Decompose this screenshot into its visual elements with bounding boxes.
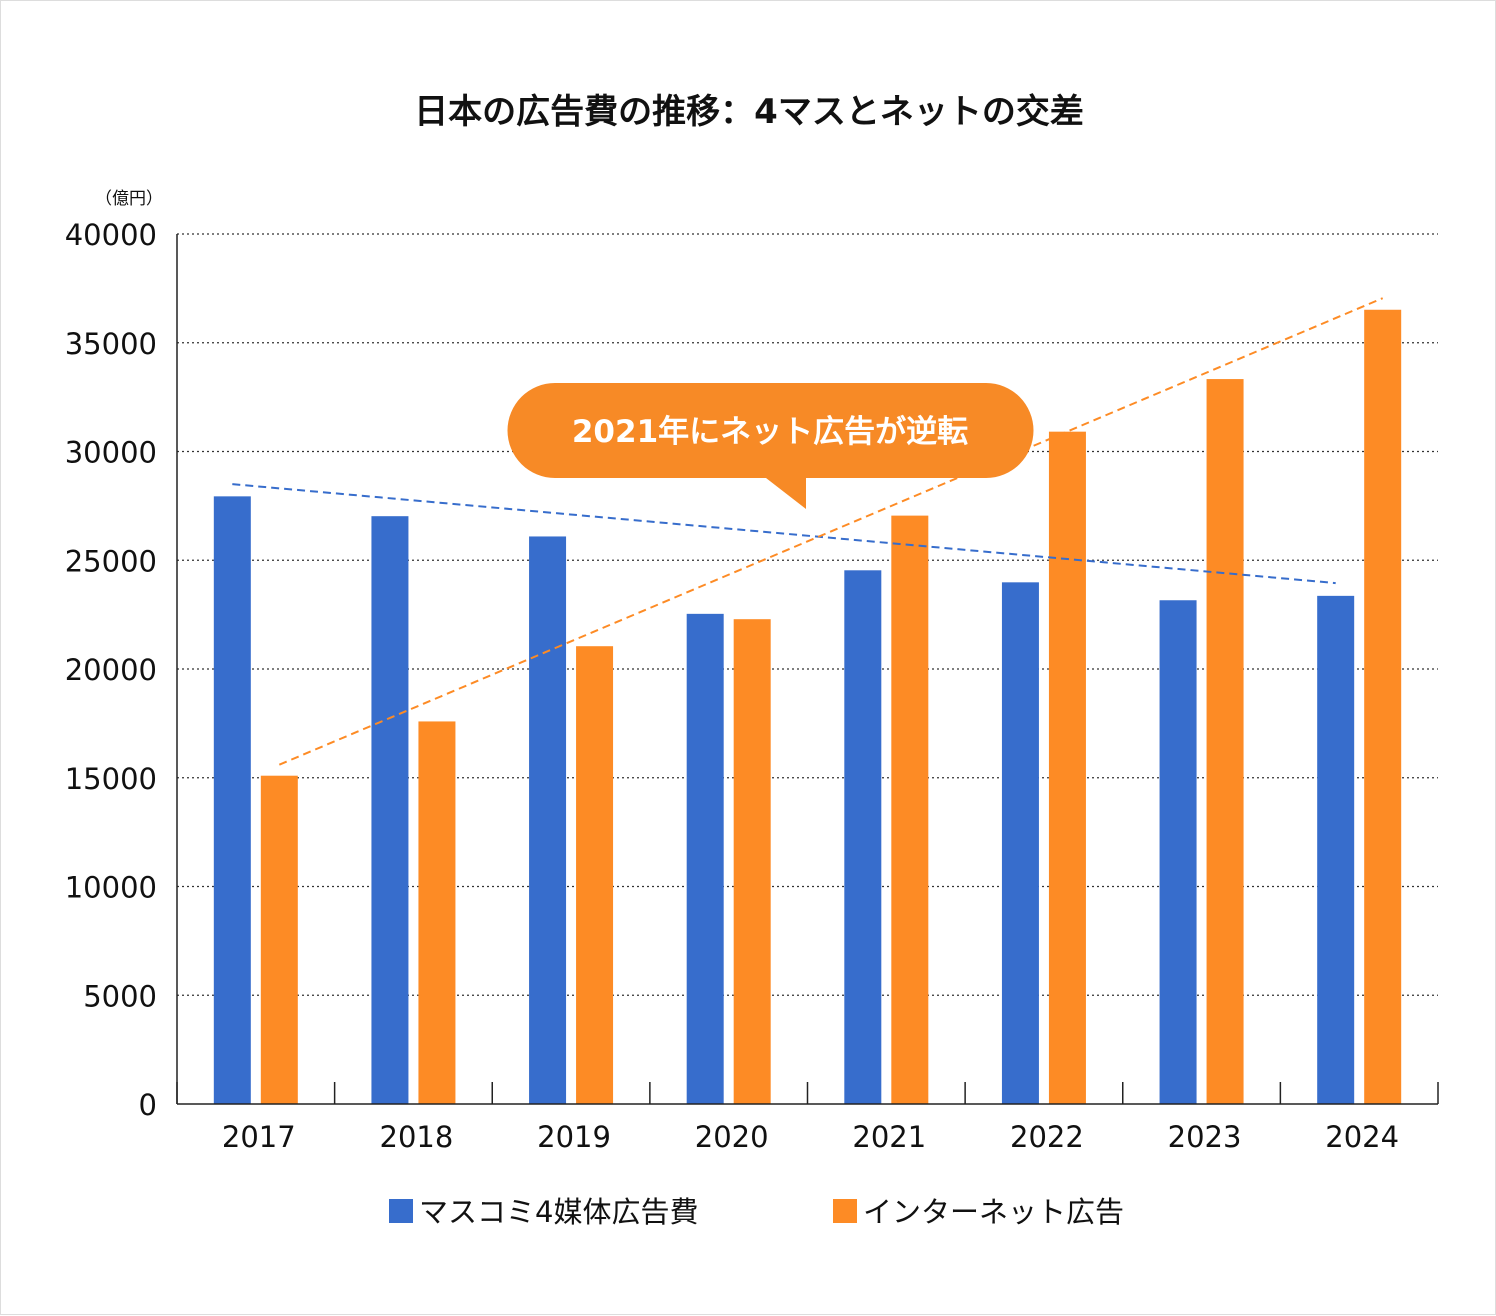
legend-label-internet: インターネット広告 — [863, 1195, 1124, 1229]
y-tick-label: 25000 — [65, 544, 157, 578]
y-axis-unit-label: （億円） — [95, 189, 163, 209]
legend-label-mass-media: マスコミ4媒体広告費 — [419, 1195, 698, 1229]
y-tick-label: 35000 — [65, 327, 157, 361]
chart-title: 日本の広告費の推移：4マスとネットの交差 — [414, 92, 1084, 132]
x-tick-label: 2020 — [695, 1120, 769, 1154]
y-tick-label: 10000 — [65, 871, 157, 905]
bar-mass-media-2023 — [1159, 600, 1197, 1104]
x-tick-label: 2023 — [1168, 1120, 1242, 1154]
bar-mass-media-2019 — [529, 536, 567, 1104]
y-tick-label: 40000 — [65, 218, 157, 252]
bar-internet-2017 — [260, 775, 298, 1104]
bar-mass-media-2021 — [844, 570, 882, 1104]
callout-text: 2021年にネット広告が逆転 — [572, 414, 968, 450]
x-tick-label: 2019 — [537, 1120, 611, 1154]
bar-internet-2022 — [1048, 431, 1086, 1104]
bar-internet-2021 — [891, 515, 929, 1104]
callout-bubble — [507, 383, 1034, 509]
bar-internet-2023 — [1206, 379, 1244, 1104]
y-tick-label: 30000 — [65, 436, 157, 470]
bar-mass-media-2017 — [213, 496, 251, 1104]
bar-mass-media-2022 — [1001, 582, 1039, 1104]
x-tick-label: 2021 — [852, 1120, 926, 1154]
bar-mass-media-2024 — [1317, 595, 1355, 1104]
bar-internet-2024 — [1364, 309, 1402, 1104]
y-tick-label: 5000 — [83, 979, 157, 1013]
trendline-internet — [278, 297, 1384, 766]
bar-internet-2019 — [576, 646, 614, 1104]
x-tick-label: 2022 — [1010, 1120, 1084, 1154]
y-tick-label: 20000 — [65, 653, 157, 687]
legend-swatch-mass-media — [389, 1199, 413, 1223]
bar-internet-2020 — [733, 619, 771, 1104]
legend: マスコミ4媒体広告費 インターネット広告 — [389, 1195, 1124, 1229]
legend-swatch-internet — [833, 1199, 857, 1223]
bar-internet-2018 — [418, 721, 456, 1104]
y-tick-label: 0 — [139, 1088, 157, 1122]
bar-mass-media-2018 — [371, 516, 409, 1104]
annotation-callout: 2021年にネット広告が逆転 — [507, 383, 1034, 509]
y-tick-label: 15000 — [65, 762, 157, 796]
x-tick-label: 2018 — [380, 1120, 454, 1154]
x-tick-label: 2024 — [1325, 1120, 1399, 1154]
x-tick-label: 2017 — [222, 1120, 296, 1154]
trendline-mass-media — [232, 483, 1336, 585]
bar-mass-media-2020 — [686, 613, 724, 1104]
